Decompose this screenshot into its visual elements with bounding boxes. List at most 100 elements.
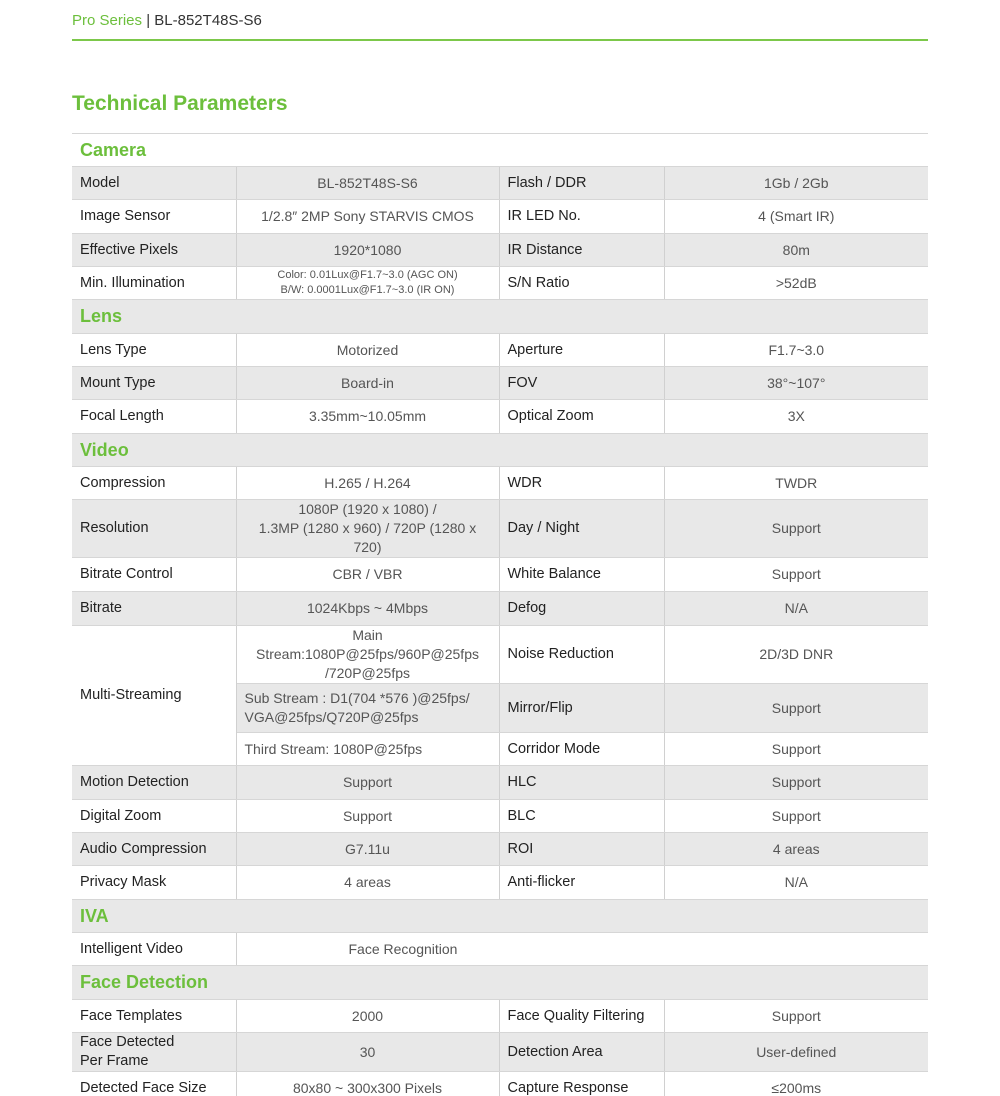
param-value: Support	[664, 799, 929, 833]
param-label: Motion Detection	[72, 765, 237, 800]
table-row: Intelligent Video Face Recognition	[72, 932, 929, 966]
param-value: CBR / VBR	[236, 557, 500, 592]
param-label: Day / Night	[499, 499, 665, 558]
param-label: IR Distance	[499, 233, 665, 267]
param-label: BLC	[499, 799, 665, 833]
param-label: Face Templates	[72, 999, 237, 1033]
param-value: 1920*1080	[236, 233, 500, 267]
table-row: Min. Illumination Color: 0.01Lux@F1.7~3.0…	[72, 266, 929, 300]
table-row: Detected Face Size 80x80 ~ 300x300 Pixels…	[72, 1071, 929, 1096]
param-label: Compression	[72, 466, 237, 500]
param-label: Detected Face Size	[72, 1071, 237, 1096]
table-row: Effective Pixels 1920*1080 IR Distance 80m	[72, 233, 929, 267]
section-header: Video	[72, 433, 929, 467]
param-value: Sub Stream : D1(704 *576 )@25fps/ VGA@25…	[236, 683, 500, 733]
param-value: 80x80 ~ 300x300 Pixels	[236, 1071, 500, 1096]
param-label: Capture Response	[499, 1071, 665, 1096]
param-label: Anti-flicker	[499, 865, 665, 900]
table-row: Motion Detection Support HLC Support	[72, 765, 929, 800]
param-value: 2D/3D DNR	[664, 625, 929, 684]
table-row: Privacy Mask 4 areas Anti-flicker N/A	[72, 865, 929, 900]
param-label: Flash / DDR	[499, 166, 665, 200]
param-label: ROI	[499, 832, 665, 866]
param-label: Face Detected Per Frame	[72, 1032, 237, 1072]
param-value: Support	[664, 999, 929, 1033]
param-label: Bitrate Control	[72, 557, 237, 592]
param-value: 38°~107°	[664, 366, 929, 400]
table-row: Image Sensor 1/2.8″ 2MP Sony STARVIS CMOS…	[72, 199, 929, 234]
table-row: Model BL-852T48S-S6 Flash / DDR 1Gb / 2Gb	[72, 166, 929, 200]
param-label: IR LED No.	[499, 199, 665, 234]
table-row: Focal Length 3.35mm~10.05mm Optical Zoom 3X	[72, 399, 929, 434]
param-label: Lens Type	[72, 333, 237, 367]
table-row: Multi-Streaming Main Stream:1080P@25fps/9…	[72, 625, 929, 766]
param-value: ≤200ms	[664, 1071, 929, 1096]
table-row: Resolution 1080P (1920 x 1080) / 1.3MP (1…	[72, 499, 929, 558]
table-row: Bitrate 1024Kbps ~ 4Mbps Defog N/A	[72, 591, 929, 626]
param-label: Focal Length	[72, 399, 237, 434]
param-value: BL-852T48S-S6	[236, 166, 500, 200]
param-label: Resolution	[72, 499, 237, 558]
series-label: Pro Series	[72, 12, 143, 29]
param-value: 2000	[236, 999, 500, 1033]
param-value: Support	[236, 765, 500, 800]
param-value: Motorized	[236, 333, 500, 367]
section-header: Camera	[72, 133, 929, 167]
param-value: Third Stream: 1080P@25fps	[236, 732, 500, 766]
param-value: Support	[664, 732, 929, 766]
param-label: Face Quality Filtering	[499, 999, 665, 1033]
param-label: Detection Area	[499, 1032, 665, 1072]
param-value: >52dB	[664, 266, 929, 300]
param-label: FOV	[499, 366, 665, 400]
table-row: Lens Type Motorized Aperture F1.7~3.0	[72, 333, 929, 367]
param-value: TWDR	[664, 466, 929, 500]
param-value: 1Gb / 2Gb	[664, 166, 929, 200]
param-value: F1.7~3.0	[664, 333, 929, 367]
header-divider	[72, 39, 928, 41]
section-header: Lens	[72, 299, 929, 334]
param-label: Bitrate	[72, 591, 237, 626]
param-value: Main Stream:1080P@25fps/960P@25fps /720P…	[236, 625, 500, 684]
section-header: IVA	[72, 899, 929, 933]
param-value: Support	[664, 499, 929, 558]
param-value: 1080P (1920 x 1080) / 1.3MP (1280 x 960)…	[236, 499, 500, 558]
table-row: Audio Compression G7.11u ROI 4 areas	[72, 832, 929, 866]
param-value: 1024Kbps ~ 4Mbps	[236, 591, 500, 626]
section-title: Camera	[72, 133, 929, 167]
table-row: Third Stream: 1080P@25fps Corridor Mode Su…	[72, 732, 929, 766]
param-label: Noise Reduction	[499, 625, 665, 684]
table-row: Face Detected Per Frame 30 Detection Area U…	[72, 1032, 929, 1072]
page-header: Pro Series | BL-852T48S-S6	[72, 12, 262, 29]
param-value: 30	[236, 1032, 500, 1072]
param-value: N/A	[664, 591, 929, 626]
param-label: Digital Zoom	[72, 799, 237, 833]
param-value: G7.11u	[236, 832, 500, 866]
header-model: BL-852T48S-S6	[154, 12, 262, 29]
section-header: Face Detection	[72, 965, 929, 1000]
section-title: Face Detection	[72, 965, 929, 1000]
param-label: Multi-Streaming	[72, 625, 237, 766]
param-label: S/N Ratio	[499, 266, 665, 300]
param-label: Defog	[499, 591, 665, 626]
table-row: Face Templates 2000 Face Quality Filtering…	[72, 999, 929, 1033]
param-label: Optical Zoom	[499, 399, 665, 434]
param-value: Support	[664, 683, 929, 733]
page-title: Technical Parameters	[72, 92, 288, 115]
param-value: Face Recognition	[236, 932, 929, 966]
param-value: 3X	[664, 399, 929, 434]
param-value: Support	[664, 557, 929, 592]
param-label: WDR	[499, 466, 665, 500]
param-label: Mirror/Flip	[499, 683, 665, 733]
param-value: 4 (Smart IR)	[664, 199, 929, 234]
param-label: Image Sensor	[72, 199, 237, 234]
section-title: Video	[72, 433, 929, 467]
spec-table: Camera Model BL-852T48S-S6 Flash / DDR 1Gb /…	[72, 133, 929, 1096]
param-label: Audio Compression	[72, 832, 237, 866]
param-value: N/A	[664, 865, 929, 900]
param-label: Min. Illumination	[72, 266, 237, 300]
param-label: Privacy Mask	[72, 865, 237, 900]
param-value: 80m	[664, 233, 929, 267]
param-label: Effective Pixels	[72, 233, 237, 267]
param-label: Mount Type	[72, 366, 237, 400]
table-row: Digital Zoom Support BLC Support	[72, 799, 929, 833]
